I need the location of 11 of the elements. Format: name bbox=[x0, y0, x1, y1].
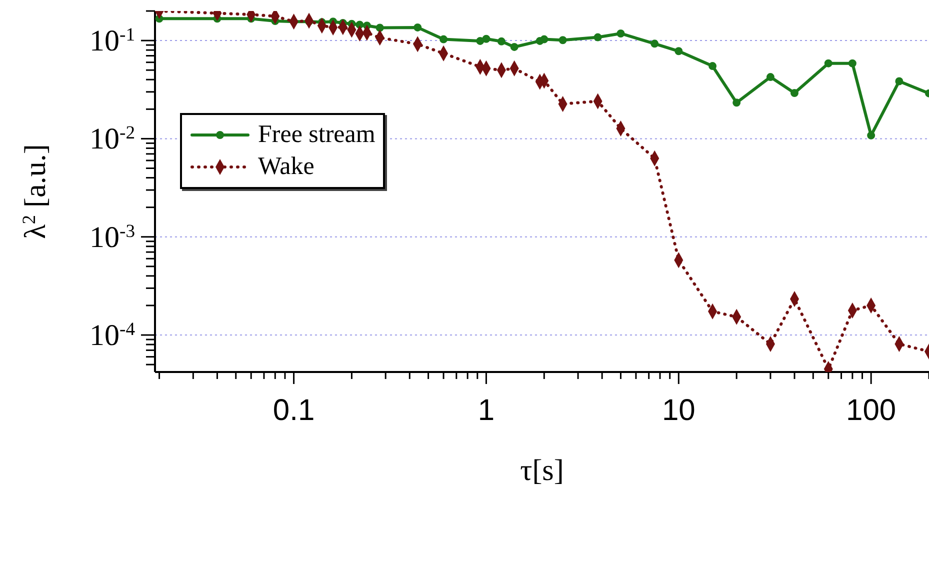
x-axis-title: τ[s] bbox=[520, 454, 564, 487]
y-tick-label: 10$^{-2}$ bbox=[90, 122, 135, 156]
legend-label: Free stream bbox=[258, 121, 376, 149]
y-tick-label: 10$^{-3}$ bbox=[90, 220, 135, 254]
x-tick-label: 10 bbox=[662, 394, 696, 427]
x-tick-label: 0.1 bbox=[272, 394, 315, 427]
x-tick-label: 100 bbox=[846, 394, 896, 427]
y-tick-label: 10$^{-4}$ bbox=[90, 318, 135, 352]
x-tick-label: 1 bbox=[478, 394, 495, 427]
y-tick-label: 10$^{-1}$ bbox=[90, 24, 135, 58]
legend-label: Wake bbox=[258, 153, 314, 181]
